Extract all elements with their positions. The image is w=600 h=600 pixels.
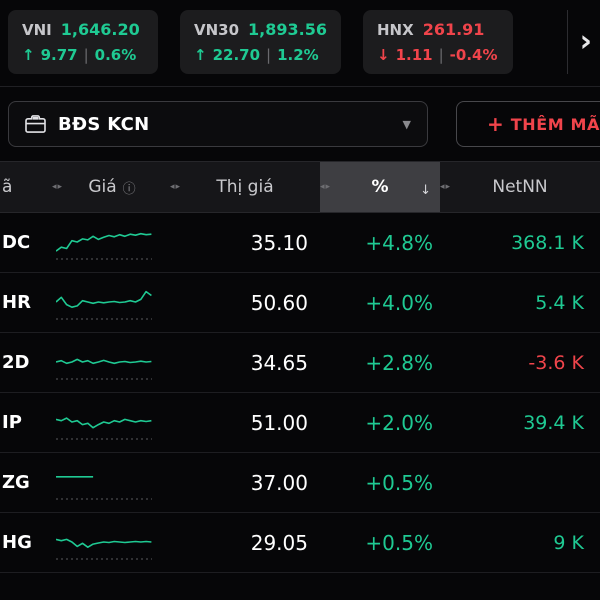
net-foreign-value: 368.1 K <box>511 231 584 254</box>
table-header: ã ◂▸ Giá ⓘ ◂▸ Thị giá ◂▸ % ↓ ◂▸ NetNN <box>0 161 600 213</box>
market-price: 29.05 <box>250 530 308 555</box>
header-symbol[interactable]: ã <box>2 177 13 197</box>
separator: | <box>438 46 444 64</box>
down-arrow-icon: ↓ <box>377 46 390 64</box>
table-row[interactable]: HG 29.05 +0.5% 9 K <box>0 513 600 573</box>
ticker-symbol: ZG <box>2 472 30 493</box>
index-change: 9.77 <box>40 46 78 64</box>
percent-change: +2.8% <box>365 350 433 375</box>
net-foreign-value: -3.6 K <box>528 351 584 374</box>
percent-change: +2.0% <box>365 410 433 435</box>
table-row[interactable]: HR 50.60 +4.0% 5.4 K <box>0 273 600 333</box>
briefcase-icon <box>25 114 46 133</box>
plus-icon: + <box>487 112 504 136</box>
indices-more-wrap: › <box>566 10 600 74</box>
column-handle-icon: ◂▸ <box>440 182 452 192</box>
up-arrow-icon: ↑ <box>194 46 207 64</box>
sparkline-chart <box>56 358 152 379</box>
separator: | <box>83 46 89 64</box>
market-price: 35.10 <box>250 230 308 255</box>
index-card-vni[interactable]: VNI 1,646.20 ↑ 9.77 | 0.6% <box>8 10 158 74</box>
index-name: HNX <box>377 21 414 39</box>
chevron-down-icon: ▼ <box>402 117 411 131</box>
market-price: 34.65 <box>250 350 308 375</box>
header-netnn[interactable]: ◂▸ NetNN <box>440 177 548 197</box>
add-symbol-label: THÊM MÃ <box>510 114 600 134</box>
table-row[interactable]: ZG 37.00 +0.5% <box>0 453 600 513</box>
market-price: 51.00 <box>250 410 308 435</box>
sparkline-chart <box>56 538 152 559</box>
column-handle-icon: ◂▸ <box>170 182 182 192</box>
chevron-right-icon[interactable]: › <box>579 24 592 59</box>
percent-change: +0.5% <box>365 530 433 555</box>
net-foreign-value: 9 K <box>553 531 584 554</box>
sparkline-chart <box>56 290 152 319</box>
separator: | <box>266 46 272 64</box>
index-change: 1.11 <box>395 46 433 64</box>
header-price[interactable]: ◂▸ Giá ⓘ <box>52 177 136 197</box>
index-name: VN30 <box>194 21 240 39</box>
percent-change: +0.5% <box>365 470 433 495</box>
index-percent: 0.6% <box>94 46 137 64</box>
ticker-symbol: DC <box>2 232 31 253</box>
header-percent[interactable]: ◂▸ % ↓ <box>320 162 440 212</box>
index-value: 1,646.20 <box>60 20 140 39</box>
ticker-symbol: IP <box>2 412 22 433</box>
index-change: 22.70 <box>212 46 261 64</box>
column-handle-icon: ◂▸ <box>52 182 64 192</box>
watchlist-name: BĐS KCN <box>58 113 150 135</box>
indices-bar: VNI 1,646.20 ↑ 9.77 | 0.6% VN30 1,893.56 … <box>0 0 600 87</box>
index-percent: -0.4% <box>449 46 498 64</box>
index-percent: 1.2% <box>277 46 319 64</box>
price-sparkline <box>52 283 170 323</box>
price-sparkline <box>52 403 170 443</box>
add-symbol-button[interactable]: + THÊM MÃ <box>456 101 600 147</box>
percent-change: +4.8% <box>365 230 433 255</box>
price-sparkline <box>52 523 170 563</box>
price-sparkline <box>52 463 170 503</box>
price-sparkline <box>52 343 170 383</box>
info-icon[interactable]: ⓘ <box>122 181 136 197</box>
market-price: 50.60 <box>250 290 308 315</box>
index-value: 261.91 <box>422 20 485 39</box>
sort-desc-icon: ↓ <box>420 182 431 198</box>
sparkline-chart <box>56 232 152 259</box>
index-card-vn30[interactable]: VN30 1,893.56 ↑ 22.70 | 1.2% <box>180 10 341 74</box>
index-card-hnx[interactable]: HNX 261.91 ↓ 1.11 | -0.4% <box>363 10 513 74</box>
table-row[interactable]: DC 35.10 +4.8% 368.1 K <box>0 213 600 273</box>
column-handle-icon: ◂▸ <box>320 182 332 192</box>
market-price: 37.00 <box>250 470 308 495</box>
ticker-symbol: HR <box>2 292 31 313</box>
up-arrow-icon: ↑ <box>22 46 35 64</box>
table-row[interactable]: 2D 34.65 +2.8% -3.6 K <box>0 333 600 393</box>
percent-change: +4.0% <box>365 290 433 315</box>
watchlist-selector[interactable]: BĐS KCN ▼ <box>8 101 428 147</box>
watchlist-bar: BĐS KCN ▼ + THÊM MÃ <box>0 87 600 161</box>
header-market-price[interactable]: ◂▸ Thị giá <box>170 177 274 197</box>
sparkline-chart <box>56 416 152 439</box>
sparkline-chart <box>56 475 152 499</box>
index-name: VNI <box>22 21 52 39</box>
price-sparkline <box>52 223 170 263</box>
ticker-symbol: HG <box>2 532 32 553</box>
index-value: 1,893.56 <box>248 20 327 39</box>
watchlist-table: ã ◂▸ Giá ⓘ ◂▸ Thị giá ◂▸ % ↓ ◂▸ NetNN <box>0 161 600 573</box>
table-row[interactable]: IP 51.00 +2.0% 39.4 K <box>0 393 600 453</box>
net-foreign-value: 39.4 K <box>523 411 584 434</box>
net-foreign-value: 5.4 K <box>535 291 584 314</box>
ticker-symbol: 2D <box>2 352 30 373</box>
